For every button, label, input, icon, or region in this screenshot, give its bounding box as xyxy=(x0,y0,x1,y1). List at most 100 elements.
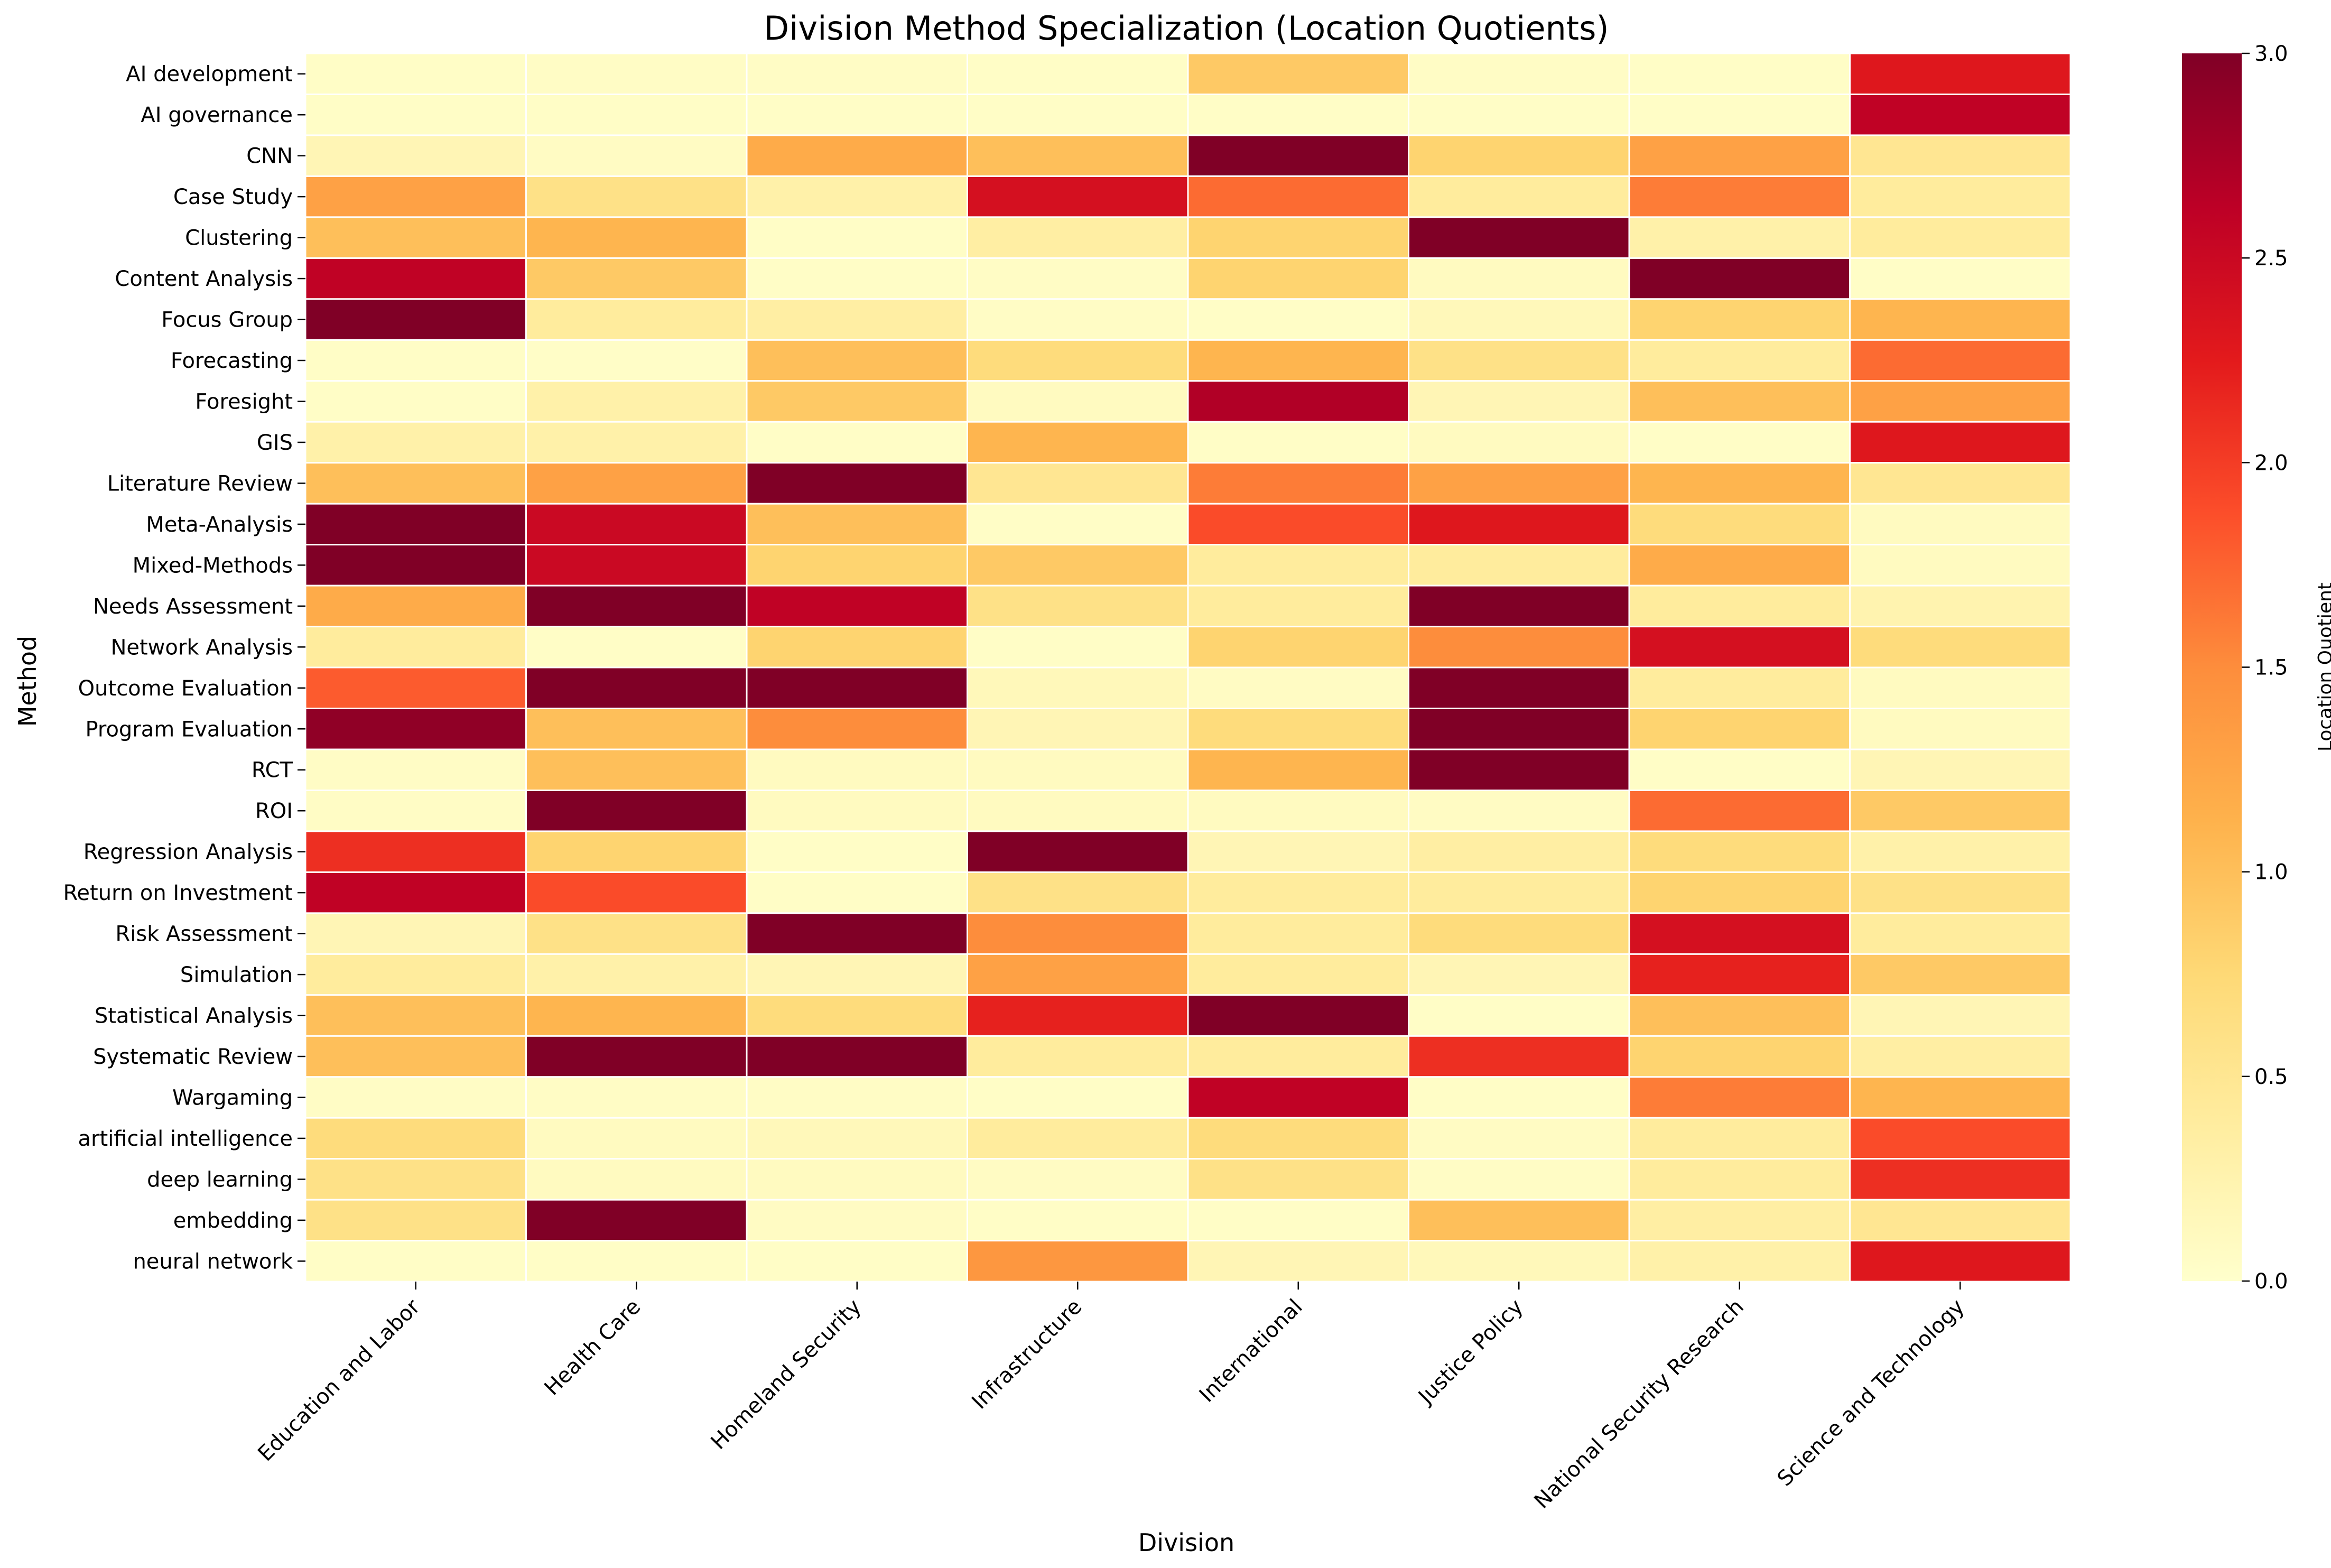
heatmap-cell xyxy=(1849,994,2072,1037)
heatmap-cell xyxy=(1628,503,1851,546)
heatmap-cell xyxy=(1408,1076,1630,1119)
heatmap-cell xyxy=(1408,1035,1630,1078)
row-label: embedding xyxy=(173,1209,293,1233)
heatmap-cell xyxy=(1187,584,1409,628)
heatmap-cell xyxy=(967,94,1189,136)
heatmap-cell xyxy=(1628,1117,1851,1160)
y-axis-label: Method xyxy=(13,636,42,727)
heatmap-cell xyxy=(967,626,1189,669)
heatmap-cell xyxy=(1628,1076,1851,1119)
heatmap-cell xyxy=(525,380,748,423)
heatmap-cell xyxy=(1408,1158,1630,1201)
heatmap-cell xyxy=(525,52,748,95)
heatmap-cell xyxy=(967,1117,1189,1160)
heatmap-cell xyxy=(1187,708,1409,750)
heatmap-cell xyxy=(1187,1199,1409,1242)
heatmap-cell xyxy=(1849,708,2072,750)
heatmap-cell xyxy=(1408,339,1630,382)
row-label: artificial intelligence xyxy=(78,1127,293,1151)
x-axis-label: Division xyxy=(1138,1528,1234,1557)
heatmap-cell xyxy=(1628,94,1851,136)
heatmap-cell xyxy=(1187,94,1409,136)
row-label: Outcome Evaluation xyxy=(78,676,293,701)
heatmap-cell xyxy=(525,1240,748,1283)
heatmap-cell xyxy=(1628,830,1851,873)
heatmap-cell xyxy=(1849,216,2072,259)
heatmap-cell xyxy=(1849,626,2072,669)
heatmap-cell xyxy=(1408,503,1630,546)
row-label: Statistical Analysis xyxy=(95,1004,293,1028)
heatmap-cell xyxy=(304,380,527,423)
heatmap-cell xyxy=(304,1158,527,1201)
heatmap-cell xyxy=(304,503,527,546)
heatmap-cell xyxy=(304,912,527,955)
heatmap-cell xyxy=(1187,52,1409,95)
heatmap-cell xyxy=(1408,1240,1630,1283)
heatmap-cell xyxy=(967,380,1189,423)
heatmap-cell xyxy=(1187,339,1409,382)
heatmap-cell xyxy=(1849,1199,2072,1242)
heatmap-cell xyxy=(746,1240,968,1283)
heatmap-cell xyxy=(746,912,968,955)
heatmap-cell xyxy=(525,503,748,546)
heatmap-cell xyxy=(1187,790,1409,832)
colorbar-tick-label: 0.0 xyxy=(2254,1269,2288,1294)
row-label: AI governance xyxy=(141,103,293,127)
heatmap-cell xyxy=(525,748,748,791)
row-label: Wargaming xyxy=(172,1085,293,1110)
heatmap-cell xyxy=(1187,503,1409,546)
heatmap-cell xyxy=(1408,994,1630,1037)
row-label: Foresight xyxy=(195,389,293,414)
heatmap-cell xyxy=(746,708,968,750)
heatmap-cell xyxy=(525,216,748,259)
heatmap-cell xyxy=(1408,134,1630,177)
heatmap-cell xyxy=(746,216,968,259)
heatmap-cell xyxy=(525,994,748,1037)
heatmap-cell xyxy=(746,175,968,218)
heatmap-cell xyxy=(746,1076,968,1119)
row-label: Program Evaluation xyxy=(85,717,293,741)
heatmap-cell xyxy=(525,871,748,914)
heatmap-cell xyxy=(1849,953,2072,996)
row-label: Literature Review xyxy=(107,471,293,496)
heatmap-cell xyxy=(967,953,1189,996)
heatmap-cell xyxy=(1849,52,2072,95)
column-label: Homeland Security xyxy=(707,1295,866,1454)
heatmap-cell xyxy=(1628,298,1851,341)
heatmap-cell xyxy=(1408,830,1630,873)
heatmap-cell xyxy=(1408,748,1630,791)
heatmap-cell xyxy=(967,1240,1189,1283)
heatmap-cell xyxy=(525,830,748,873)
heatmap-cell xyxy=(967,175,1189,218)
heatmap-cell xyxy=(1187,1035,1409,1078)
heatmap-cell xyxy=(1408,1117,1630,1160)
heatmap-cell xyxy=(304,462,527,505)
heatmap-cell xyxy=(525,94,748,136)
heatmap-cell xyxy=(746,544,968,587)
heatmap-cell xyxy=(304,216,527,259)
colorbar-tick-label: 2.0 xyxy=(2254,451,2288,475)
heatmap-cell xyxy=(304,52,527,95)
heatmap-cell xyxy=(525,257,748,300)
heatmap-cell xyxy=(1408,52,1630,95)
heatmap-cell xyxy=(304,134,527,177)
heatmap-cell xyxy=(1628,462,1851,505)
heatmap-cell xyxy=(1849,1076,2072,1119)
heatmap-cell xyxy=(967,257,1189,300)
heatmap-cell xyxy=(1187,994,1409,1037)
heatmap-cell xyxy=(1849,912,2072,955)
heatmap-cell xyxy=(967,666,1189,709)
row-label: Meta-Analysis xyxy=(146,513,293,537)
heatmap-cell xyxy=(304,339,527,382)
colorbar-tick-label: 2.5 xyxy=(2254,246,2288,271)
heatmap-cell xyxy=(746,584,968,628)
row-label: Return on Investment xyxy=(63,881,293,905)
heatmap-cell xyxy=(967,462,1189,505)
heatmap-cell xyxy=(1849,1117,2072,1160)
heatmap-cell xyxy=(525,912,748,955)
heatmap-cell xyxy=(1408,584,1630,628)
heatmap-cell xyxy=(1628,790,1851,832)
heatmap-cell xyxy=(1628,994,1851,1037)
row-label: Regression Analysis xyxy=(83,840,293,865)
heatmap-cell xyxy=(1849,584,2072,628)
